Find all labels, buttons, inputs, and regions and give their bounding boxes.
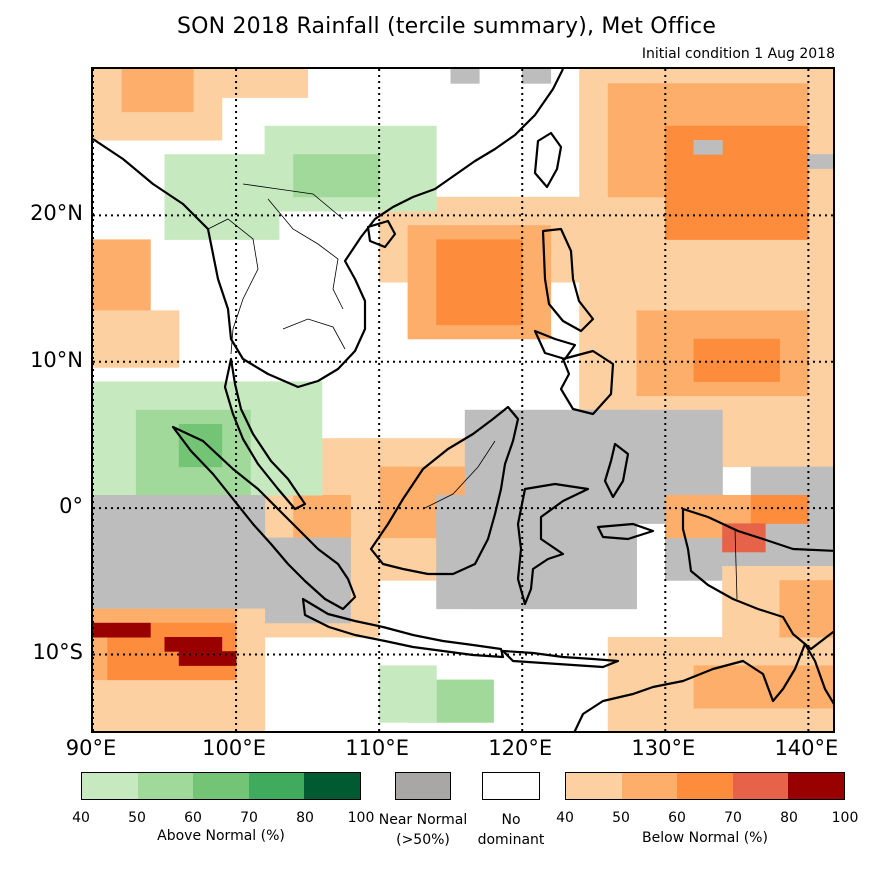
below-normal-colorbar — [565, 772, 845, 800]
near-normal-label-line1: Near Normal — [378, 812, 468, 828]
lat-label-20n: 20°N — [30, 201, 83, 226]
above-normal-colorbar — [81, 772, 361, 800]
visayas-coast — [533, 329, 577, 361]
above-normal-ticks: 40 50 60 70 80 100 — [72, 810, 374, 826]
new-guinea-coast — [681, 507, 833, 651]
above-tick-label: 70 — [240, 810, 258, 826]
no-dominant-label-line1: No — [501, 812, 521, 828]
below-colorbar-segment — [732, 773, 789, 799]
probability-cell — [164, 637, 223, 652]
lat-label-0: 0° — [59, 494, 83, 519]
below-tick-label: 40 — [556, 810, 574, 826]
seram-coast — [596, 522, 655, 541]
above-tick-label: 80 — [296, 810, 314, 826]
lon-label-90e: 90°E — [65, 736, 117, 760]
near-normal-label-line2: (>50%) — [396, 832, 450, 848]
below-colorbar-segment — [788, 773, 844, 799]
probability-cell — [436, 239, 523, 326]
probability-cell — [436, 495, 637, 610]
probability-cell — [779, 580, 833, 638]
lon-label-110e: 110°E — [345, 736, 410, 760]
probability-cell — [665, 125, 809, 240]
coastlines — [93, 69, 833, 731]
above-tick-label: 40 — [72, 810, 90, 826]
below-normal-ticks: 40 50 60 70 80 100 — [556, 810, 858, 826]
probability-cell — [693, 140, 723, 155]
below-colorbar-segment — [677, 773, 733, 799]
border-png — [734, 528, 738, 600]
java-coast — [301, 597, 505, 659]
below-tick-label: 100 — [831, 810, 859, 826]
below-tick-label: 50 — [612, 810, 630, 826]
sulawesi-coast — [516, 482, 590, 606]
probability-cell — [221, 69, 308, 98]
national-borders — [207, 183, 738, 600]
probability-cell — [178, 651, 237, 666]
above-colorbar-segment — [137, 773, 194, 799]
lat-label-10s: 10°S — [32, 640, 83, 665]
no-dominant-label-line2: dominant — [477, 832, 545, 848]
above-colorbar-segment — [82, 773, 138, 799]
near-normal-label: Near Normal (>50%) — [373, 810, 473, 850]
lon-label-100e: 100°E — [202, 736, 266, 760]
above-colorbar-segment — [304, 773, 360, 799]
borneo-coast — [369, 405, 520, 576]
graticule — [93, 69, 833, 731]
lesser-sunda-coast — [501, 649, 620, 669]
mindanao-coast — [559, 349, 615, 416]
border-myanmar-thailand — [207, 218, 259, 355]
above-tick-label: 100 — [347, 810, 375, 826]
no-dominant-swatch — [482, 772, 540, 800]
near-normal-swatch — [395, 772, 451, 800]
luzon-coast — [541, 227, 595, 333]
lon-label-140e: 140°E — [774, 736, 839, 760]
probability-cell — [450, 69, 480, 84]
above-colorbar-segment — [193, 773, 249, 799]
probability-cell — [779, 665, 833, 709]
probability-cell — [164, 154, 280, 240]
below-tick-label: 70 — [724, 810, 742, 826]
probability-cell — [693, 665, 780, 709]
probability-cell — [379, 665, 437, 723]
below-normal-label: Below Normal (%) — [642, 830, 768, 846]
map-canvas — [93, 69, 833, 731]
forecast-map — [91, 67, 835, 733]
malay-peninsula-coast — [223, 357, 307, 511]
border-borneo — [422, 440, 496, 510]
lon-label-120e: 120°E — [488, 736, 553, 760]
above-tick-label: 60 — [184, 810, 202, 826]
probability-cell — [264, 381, 323, 496]
border-cambodia — [282, 318, 346, 350]
below-colorbar-segment — [566, 773, 622, 799]
australia-coast — [573, 642, 833, 731]
mainland-coast — [93, 69, 564, 389]
sumatra-coast — [171, 425, 357, 611]
probability-cell — [693, 338, 780, 382]
chart-title: SON 2018 Rainfall (tercile summary), Met… — [176, 14, 717, 39]
lon-label-130e: 130°E — [631, 736, 696, 760]
probability-cell — [808, 154, 833, 169]
probability-cell — [93, 310, 180, 368]
probability-cell — [750, 495, 809, 524]
probability-cell — [93, 495, 266, 610]
hainan-coast — [366, 219, 397, 249]
below-colorbar-segment — [621, 773, 678, 799]
lat-label-10n: 10°N — [30, 347, 83, 372]
above-tick-label: 50 — [128, 810, 146, 826]
border-china-vietnam — [242, 183, 344, 220]
above-colorbar-segment — [248, 773, 305, 799]
probability-cell — [121, 69, 194, 113]
probability-cell — [522, 69, 552, 84]
border-laos — [267, 198, 344, 310]
above-normal-label: Above Normal (%) — [157, 828, 285, 844]
below-tick-label: 80 — [780, 810, 798, 826]
probability-cell — [93, 622, 151, 638]
chart-subtitle: Initial condition 1 Aug 2018 — [641, 46, 835, 62]
taiwan-coast — [533, 131, 563, 189]
probability-cell — [293, 154, 380, 198]
moluccas-coast — [603, 442, 630, 499]
below-tick-label: 60 — [668, 810, 686, 826]
no-dominant-label: No dominant — [461, 810, 561, 850]
